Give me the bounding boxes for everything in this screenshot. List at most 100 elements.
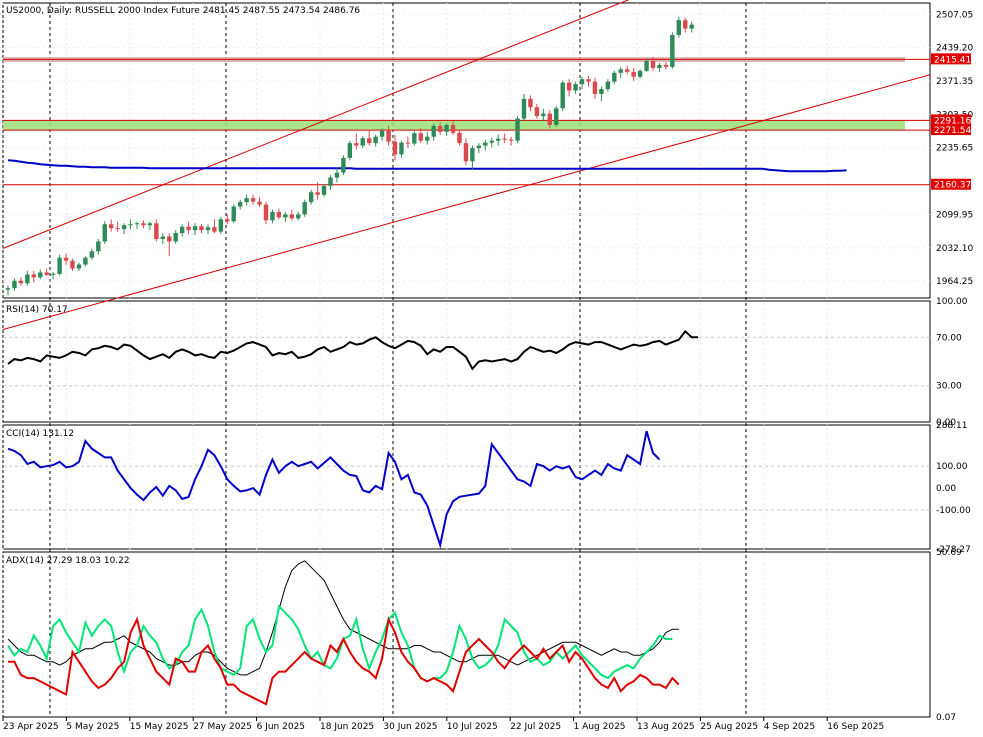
candle-body [392, 141, 398, 155]
price-label-text: 2160.37 [934, 181, 971, 191]
x-axis-label: 4 Sep 2025 [764, 722, 815, 732]
candle-body [128, 224, 133, 226]
candle-body [31, 274, 36, 278]
price-label-text: 2271.54 [934, 126, 971, 136]
moving-average-line [7, 159, 847, 173]
candle-body [270, 211, 275, 221]
candle-body [476, 145, 482, 149]
adx-panel[interactable] [7, 560, 680, 706]
candle-body [179, 226, 185, 234]
candle-body [38, 272, 43, 278]
candle-body [644, 61, 649, 71]
candle-body [167, 236, 172, 242]
indicator-tick-label: 100.00 [936, 297, 968, 307]
candle-body [154, 223, 159, 239]
adx-indicator-line [7, 560, 679, 676]
lower-channel-line [2, 74, 931, 330]
candle-body [76, 264, 82, 269]
price-label-box [931, 124, 971, 136]
x-axis-label: 18 Jun 2025 [320, 722, 374, 732]
candle-body [231, 206, 236, 222]
indicator-tick-label: 100.00 [936, 462, 968, 472]
candle-body [199, 226, 204, 231]
candle-body [676, 20, 681, 35]
indicator-tick-label: 0.07 [936, 713, 956, 723]
indicator-tick-label: -100.00 [936, 506, 971, 516]
di-indicator-line [8, 616, 680, 706]
candle-body [657, 64, 662, 68]
candle-body [425, 136, 430, 141]
candle-body [573, 84, 578, 91]
price-label-box [931, 178, 971, 190]
candle-body [437, 125, 443, 132]
x-axis-label: 16 Sep 2025 [827, 722, 884, 732]
candle-body [96, 241, 101, 252]
candle-body [566, 82, 572, 91]
rsi-panel[interactable] [3, 329, 930, 387]
di-indicator-line [7, 604, 673, 683]
candle-body [315, 192, 320, 195]
price-tick-label: 2507.05 [936, 10, 973, 20]
candle-body [586, 79, 591, 82]
candle-body [386, 130, 391, 142]
candle-body [579, 79, 585, 85]
candle-body [250, 198, 256, 202]
candle-body [160, 236, 165, 239]
candle-body [457, 132, 462, 144]
candle-body [405, 142, 411, 144]
candle-body [670, 34, 675, 67]
candle-body [625, 69, 630, 72]
candle-body [225, 219, 230, 222]
candle-body [637, 70, 643, 77]
candle-body [289, 214, 294, 219]
candle-body [399, 142, 404, 155]
price-panel[interactable] [2, 0, 931, 330]
adx-title: ADX(14) 27.29 18.03 10.22 [6, 556, 130, 566]
candle-body [70, 260, 75, 269]
candle-body [489, 140, 494, 143]
candle-body [115, 228, 120, 230]
candle-body [173, 233, 178, 242]
candle-body [296, 214, 301, 219]
candle-body [57, 257, 62, 274]
candle-body [496, 138, 501, 141]
candle-body [134, 223, 140, 225]
x-axis-label: 15 May 2025 [130, 722, 189, 732]
candle-body [141, 223, 146, 226]
x-axis-label: 30 Jun 2025 [383, 722, 437, 732]
indicator-tick-label: 70.00 [936, 333, 962, 343]
candle-body [205, 227, 211, 231]
x-axis-label: 10 Jul 2025 [447, 722, 498, 732]
cci-panel[interactable] [3, 430, 930, 549]
indicator-tick-label: 288.11 [936, 421, 968, 431]
candle-body [373, 136, 378, 144]
candle-body [109, 224, 114, 229]
candle-body [521, 98, 527, 119]
candle-body [341, 157, 346, 173]
candle-body [192, 226, 198, 231]
adx-frame [2, 551, 931, 718]
candle-body [483, 142, 488, 146]
indicator-tick-label: -278.27 [936, 545, 971, 555]
candle-body [618, 69, 623, 73]
indicator-tick-label: 30.00 [936, 382, 962, 392]
upper-channel-line [2, 0, 630, 249]
candle-body [502, 138, 507, 140]
price-title: US2000, Daily: RUSSELL 2000 Index Future… [6, 6, 360, 16]
x-axis-label: 5 May 2025 [66, 722, 119, 732]
candle-body [605, 81, 611, 90]
candle-body [5, 288, 11, 290]
x-axis-label: 27 May 2025 [193, 722, 252, 732]
candle-body [560, 82, 565, 109]
candle-body [418, 133, 423, 141]
candle-body [238, 202, 243, 207]
candle-body [379, 130, 385, 137]
indicator-tick-label: 0.00 [936, 484, 956, 494]
price-label-text: 2291.16 [934, 116, 971, 126]
candle-body [367, 138, 372, 144]
price-tick-label: 2235.65 [936, 144, 973, 154]
price-tick-label: 2099.95 [936, 210, 973, 220]
candle-body [218, 219, 224, 232]
x-axis-label: 25 Aug 2025 [700, 722, 758, 732]
